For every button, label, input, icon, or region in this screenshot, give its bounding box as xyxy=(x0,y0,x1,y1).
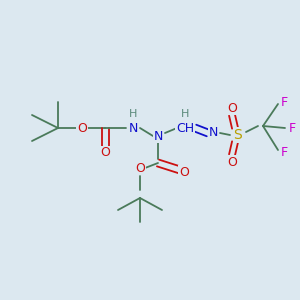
Text: O: O xyxy=(77,122,87,134)
Text: N: N xyxy=(208,127,218,140)
Text: S: S xyxy=(234,128,242,142)
Text: H: H xyxy=(129,109,137,119)
Text: O: O xyxy=(227,155,237,169)
Text: N: N xyxy=(128,122,138,134)
Text: O: O xyxy=(179,166,189,178)
Text: F: F xyxy=(280,146,288,158)
Text: N: N xyxy=(153,130,163,142)
Text: H: H xyxy=(181,109,189,119)
Text: F: F xyxy=(280,95,288,109)
Text: O: O xyxy=(227,101,237,115)
Text: O: O xyxy=(135,161,145,175)
Text: CH: CH xyxy=(176,122,194,134)
Text: F: F xyxy=(288,122,296,134)
Text: O: O xyxy=(100,146,110,160)
